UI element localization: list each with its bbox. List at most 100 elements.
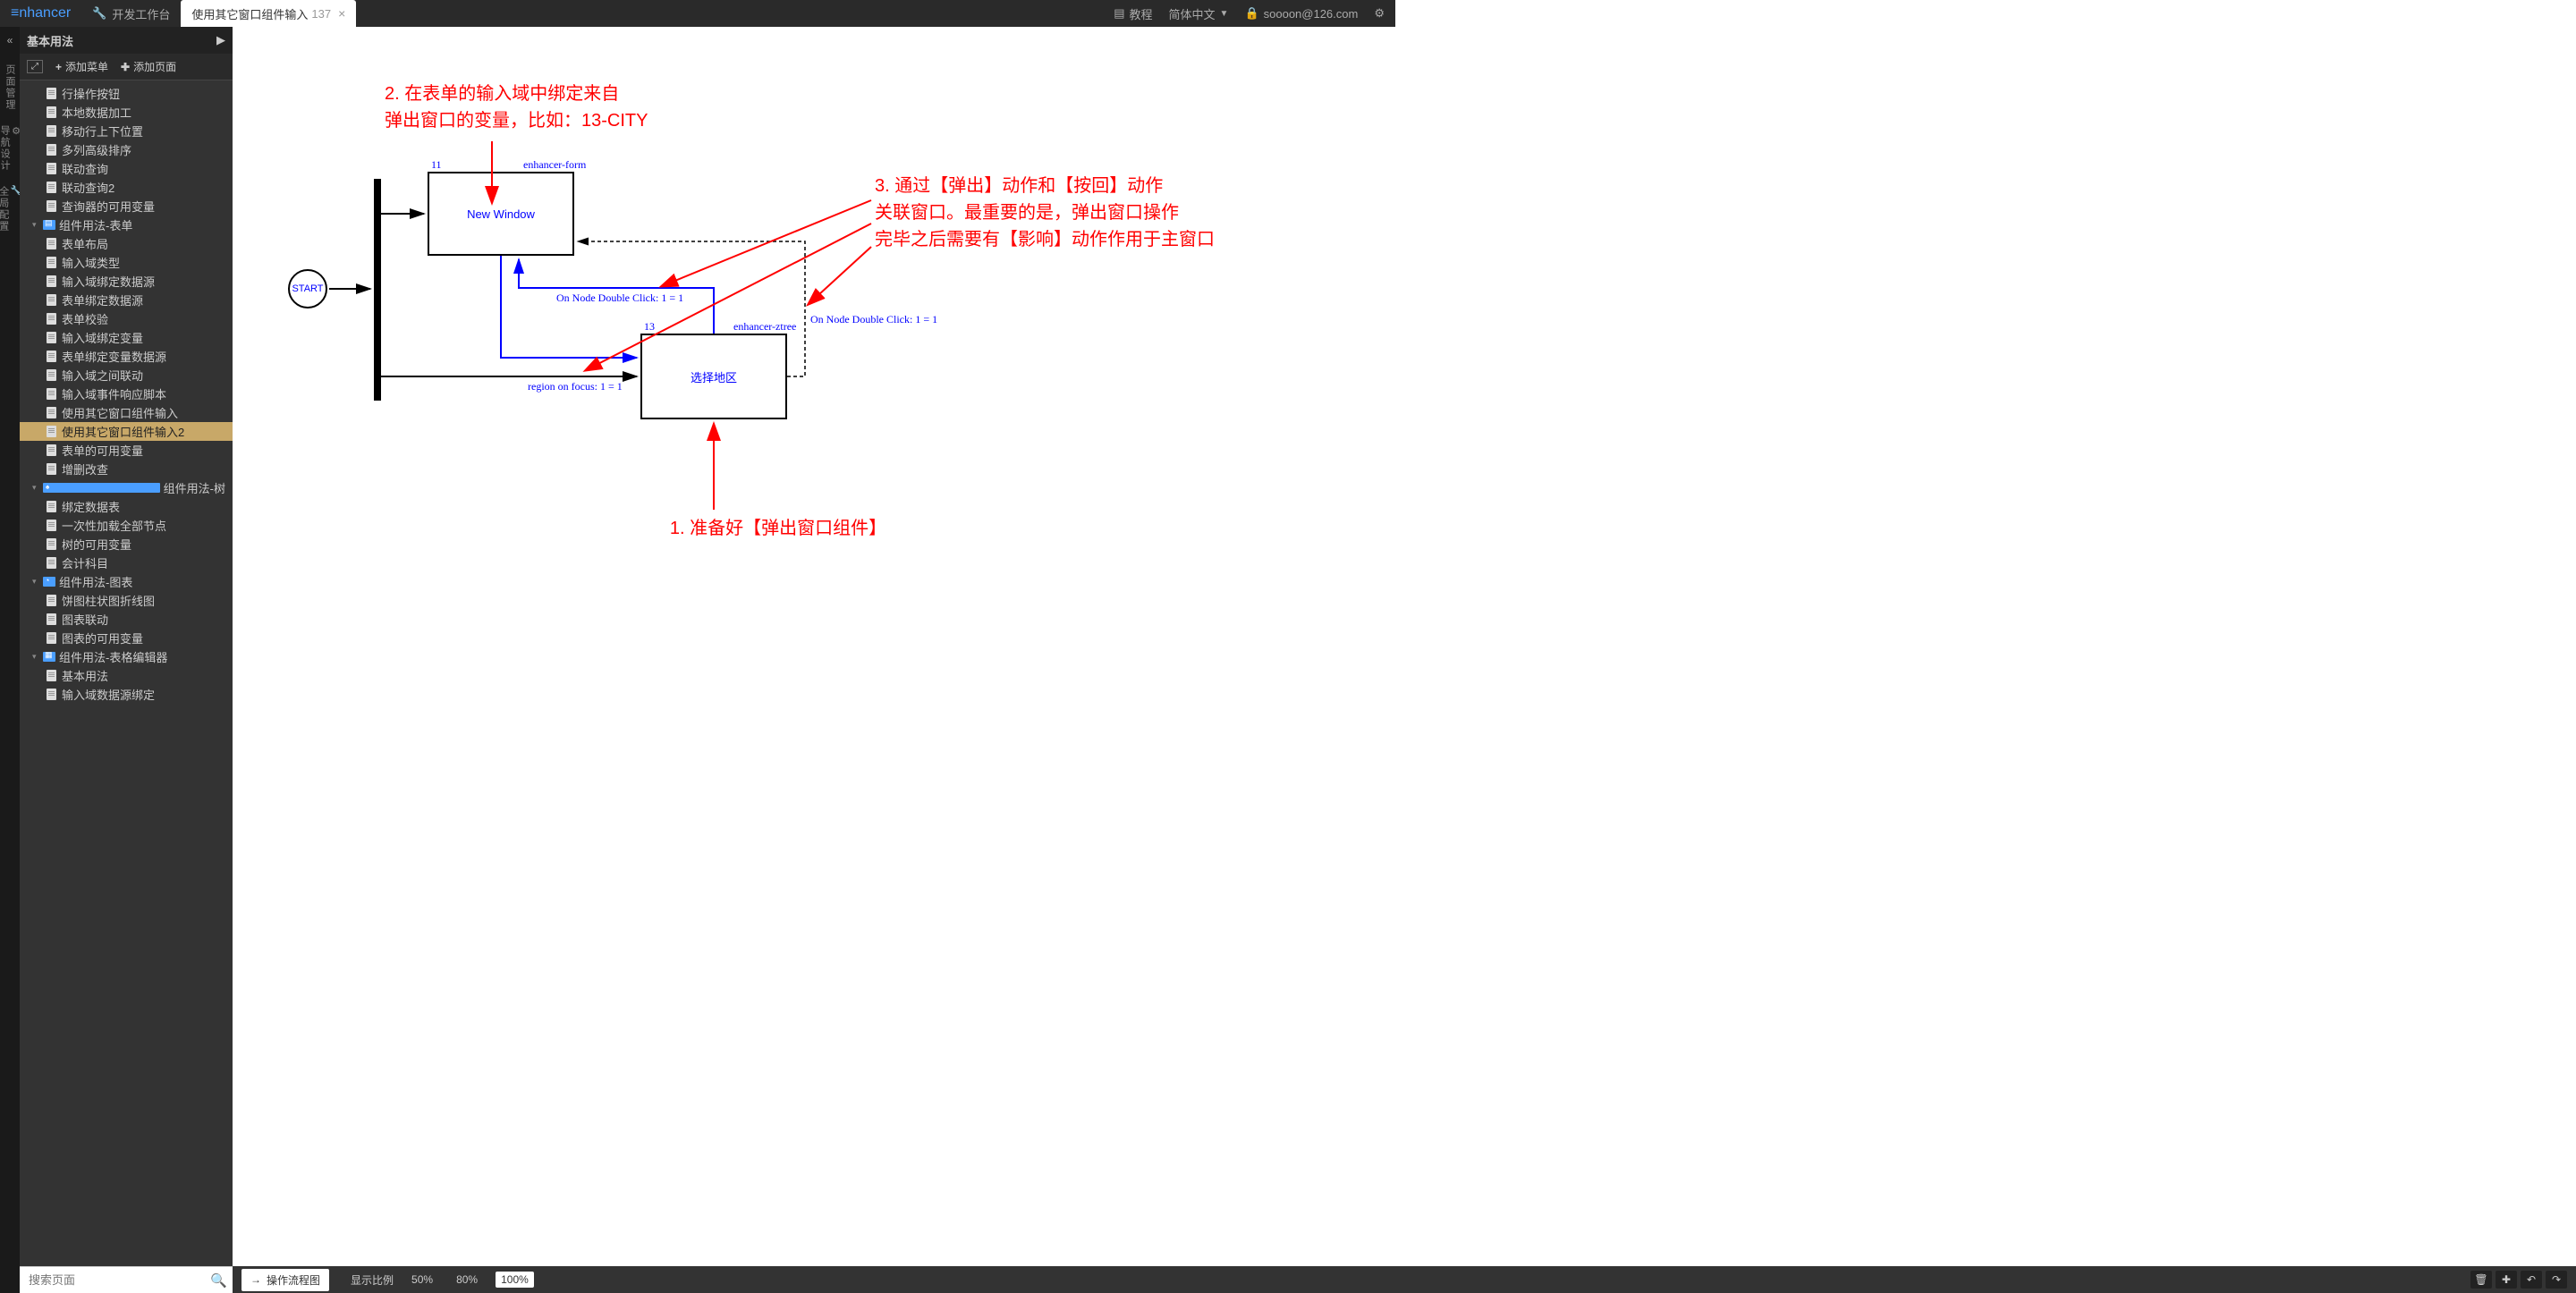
document-icon <box>47 557 56 569</box>
sidebar-header: 基本用法 ▶ <box>20 27 233 54</box>
tree-item[interactable]: 输入域数据源绑定 <box>20 685 233 704</box>
tree-group[interactable]: ▾组件用法-表单 <box>20 216 233 234</box>
redo-button[interactable]: ↷ <box>2546 1271 2567 1289</box>
document-icon <box>47 238 56 249</box>
tree-item[interactable]: 树的可用变量 <box>20 535 233 554</box>
workbench-link[interactable]: 🔧 开发工作台 <box>81 5 181 22</box>
tree-group[interactable]: ▾组件用法-图表 <box>20 572 233 591</box>
tree-item[interactable]: 表单的可用变量 <box>20 441 233 460</box>
tree-item[interactable]: 表单绑定数据源 <box>20 291 233 309</box>
plus-circle-icon: ✚ <box>2502 1273 2511 1286</box>
gear-icon: ⚙ <box>1374 6 1385 21</box>
logo[interactable]: ≡nhancer <box>0 5 81 21</box>
tree-item[interactable]: 基本用法 <box>20 666 233 685</box>
bottom-bar: → 操作流程图 显示比例 50% 80% 100% 🗑 ✚ ↶ ↷ <box>233 1266 2576 1293</box>
chevron-down-icon: ▾ <box>32 652 39 662</box>
search-input[interactable] <box>25 1270 210 1290</box>
annotation-2: 2. 在表单的输入域中绑定来自 弹出窗口的变量，比如：13-CITY <box>385 80 648 134</box>
tree-item[interactable]: 使用其它窗口组件输入2 <box>20 422 233 441</box>
expand-button[interactable]: ⤢ <box>27 60 43 73</box>
wrench-icon: 🔧 <box>92 6 106 21</box>
add-page-button[interactable]: ✚添加页面 <box>121 59 176 74</box>
tree-item[interactable]: 查询器的可用变量 <box>20 197 233 216</box>
document-icon <box>47 257 56 268</box>
settings-button[interactable]: ⚙ <box>1374 6 1385 21</box>
start-node[interactable]: START <box>288 269 327 308</box>
add-button[interactable]: ✚ <box>2496 1271 2517 1289</box>
tree-item-label: 图表的可用变量 <box>62 630 143 646</box>
collapse-rail-icon[interactable]: « <box>7 34 13 46</box>
tree-item-label: 联动查询 <box>62 160 108 177</box>
close-icon[interactable]: × <box>338 6 345 21</box>
tutorial-link[interactable]: ▤ 教程 <box>1114 5 1152 22</box>
undo-button[interactable]: ↶ <box>2521 1271 2542 1289</box>
tree-item-label: 多列高级排序 <box>62 141 131 158</box>
tree-item[interactable]: 饼图柱状图折线图 <box>20 591 233 610</box>
tree-item[interactable]: 表单绑定变量数据源 <box>20 347 233 366</box>
tree-item[interactable]: 输入域绑定数据源 <box>20 272 233 291</box>
tree-item[interactable]: 会计科目 <box>20 554 233 572</box>
tree-item[interactable]: 一次性加载全部节点 <box>20 516 233 535</box>
tree-item[interactable]: 多列高级排序 <box>20 140 233 159</box>
tree-item[interactable]: 输入域事件响应脚本 <box>20 385 233 403</box>
edge-label-dblclick2: On Node Double Click: 1 = 1 <box>810 313 937 326</box>
tree-item[interactable]: 绑定数据表 <box>20 497 233 516</box>
add-menu-button[interactable]: +添加菜单 <box>55 59 108 74</box>
tree-item-label: 输入域数据源绑定 <box>62 686 155 703</box>
flow-diagram-button[interactable]: → 操作流程图 <box>242 1269 329 1291</box>
tree-group[interactable]: ▾组件用法-树 <box>20 478 233 497</box>
tree-item[interactable]: 输入域绑定变量 <box>20 328 233 347</box>
tree-group-label: 组件用法-表单 <box>59 216 132 233</box>
tree-item[interactable]: 行操作按钮 <box>20 84 233 103</box>
tree-item[interactable]: 表单布局 <box>20 234 233 253</box>
bottom-right-buttons: 🗑 ✚ ↶ ↷ <box>2470 1271 2567 1289</box>
tree-item-label: 输入域类型 <box>62 254 120 271</box>
document-icon <box>47 106 56 118</box>
tree-item[interactable]: 增删改查 <box>20 460 233 478</box>
search-icon[interactable]: 🔍 <box>210 1272 227 1289</box>
tab-title: 使用其它窗口组件输入 <box>191 5 308 22</box>
tree-item[interactable]: 图表的可用变量 <box>20 629 233 647</box>
document-icon <box>47 388 56 400</box>
zoom-label: 显示比例 <box>351 1272 394 1288</box>
diagram-canvas[interactable]: 2. 在表单的输入域中绑定来自 弹出窗口的变量，比如：13-CITY 3. 通过… <box>233 27 2576 1266</box>
tree-item[interactable]: 输入域类型 <box>20 253 233 272</box>
lock-icon: 🔒 <box>1244 6 1258 21</box>
tab-number: 137 <box>311 7 331 21</box>
tree-item-label: 本地数据加工 <box>62 104 131 121</box>
tree-item[interactable]: 联动查询2 <box>20 178 233 197</box>
book-icon: ▤ <box>1114 6 1124 21</box>
tree-item[interactable]: 表单校验 <box>20 309 233 328</box>
rail-page-mgmt[interactable]: 页面管理 <box>3 57 17 118</box>
tree-item[interactable]: 移动行上下位置 <box>20 122 233 140</box>
sidebar-search: 🔍 <box>20 1266 233 1293</box>
tree-item[interactable]: 输入域之间联动 <box>20 366 233 385</box>
active-tab[interactable]: 使用其它窗口组件输入 137 × <box>181 0 356 27</box>
tree-item[interactable]: 本地数据加工 <box>20 103 233 122</box>
zoom-100[interactable]: 100% <box>496 1272 534 1288</box>
tree-item-label: 查询器的可用变量 <box>62 198 155 215</box>
main-canvas: 2. 在表单的输入域中绑定来自 弹出窗口的变量，比如：13-CITY 3. 通过… <box>233 27 2576 1266</box>
delete-button[interactable]: 🗑 <box>2470 1271 2492 1289</box>
node-13[interactable]: 选择地区 <box>640 334 787 419</box>
diagram-edges <box>233 27 2576 1266</box>
play-icon[interactable]: ▶ <box>216 33 225 47</box>
tree-item-label: 会计科目 <box>62 554 108 571</box>
top-bar: ≡nhancer 🔧 开发工作台 使用其它窗口组件输入 137 × ▤ 教程 简… <box>0 0 1395 27</box>
node-11[interactable]: New Window <box>428 172 574 256</box>
tree-item[interactable]: 联动查询 <box>20 159 233 178</box>
language-select[interactable]: 简体中文 ▼ <box>1169 5 1229 22</box>
zoom-50[interactable]: 50% <box>406 1272 438 1288</box>
user-menu[interactable]: 🔒 soooon@126.com <box>1244 6 1358 21</box>
tree-item[interactable]: 图表联动 <box>20 610 233 629</box>
fork-bar <box>374 179 381 401</box>
zoom-80[interactable]: 80% <box>451 1272 483 1288</box>
tree-item-label: 树的可用变量 <box>62 536 131 553</box>
tree-item-label: 输入域之间联动 <box>62 367 143 384</box>
tree-item[interactable]: 使用其它窗口组件输入 <box>20 403 233 422</box>
document-icon <box>47 144 56 156</box>
sidebar-tree: 行操作按钮本地数据加工移动行上下位置多列高级排序联动查询联动查询2查询器的可用变… <box>20 80 233 1266</box>
tree-group[interactable]: ▾组件用法-表格编辑器 <box>20 647 233 666</box>
tree-item-label: 基本用法 <box>62 667 108 684</box>
arrow-right-icon: → <box>250 1273 261 1286</box>
